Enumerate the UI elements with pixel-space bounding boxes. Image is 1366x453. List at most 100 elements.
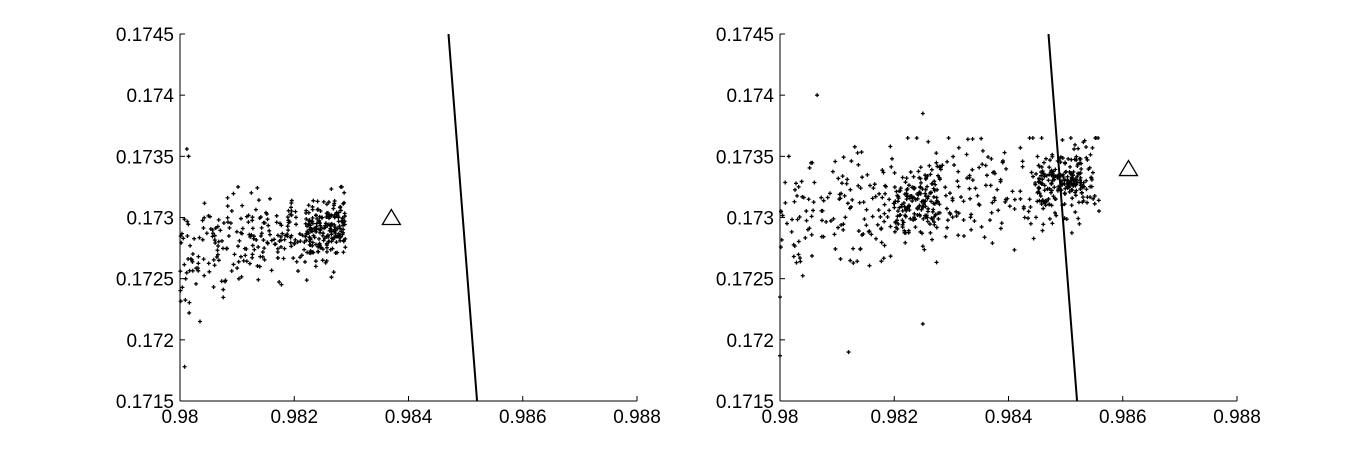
data-point <box>201 257 206 262</box>
data-point <box>307 227 312 232</box>
data-point <box>279 282 284 287</box>
data-point <box>883 191 888 196</box>
data-point <box>861 200 866 205</box>
data-point <box>946 135 951 140</box>
data-point <box>811 208 816 213</box>
data-point <box>844 181 849 186</box>
data-point <box>923 199 928 204</box>
data-point <box>1039 135 1044 140</box>
data-point <box>904 208 909 213</box>
data-point <box>341 227 346 232</box>
data-point <box>1043 203 1048 208</box>
data-point <box>265 241 270 246</box>
data-point <box>280 231 285 236</box>
data-point <box>1077 221 1082 226</box>
data-point <box>888 254 893 259</box>
data-point <box>326 200 331 205</box>
data-point <box>226 234 231 239</box>
data-point <box>989 156 994 161</box>
data-point <box>273 242 278 247</box>
data-point <box>1076 200 1081 205</box>
data-point <box>821 198 826 203</box>
data-point <box>864 223 869 228</box>
data-point <box>208 226 213 231</box>
data-point <box>247 261 252 266</box>
data-point <box>239 216 244 221</box>
data-point <box>930 209 935 214</box>
data-point <box>791 242 796 247</box>
data-point <box>908 170 913 175</box>
data-point <box>206 261 211 266</box>
data-point <box>945 159 950 164</box>
data-point <box>336 214 341 219</box>
data-point <box>901 200 906 205</box>
data-point <box>1040 228 1045 233</box>
x-tick-label: 0.984 <box>985 407 1033 428</box>
data-point <box>940 163 945 168</box>
data-point <box>1021 206 1026 211</box>
data-point <box>858 246 863 251</box>
data-point <box>1092 201 1097 206</box>
data-point <box>179 231 184 236</box>
data-point <box>236 276 241 281</box>
data-point <box>183 276 188 281</box>
data-point <box>839 181 844 186</box>
data-point <box>1028 204 1033 209</box>
data-point <box>295 240 300 245</box>
data-point <box>1069 175 1074 180</box>
data-point <box>987 218 992 223</box>
data-point <box>237 238 242 243</box>
data-point <box>779 237 784 242</box>
data-point <box>796 239 801 244</box>
data-point <box>274 220 279 225</box>
data-point <box>932 201 937 206</box>
data-point <box>338 208 343 213</box>
data-point <box>898 212 903 217</box>
data-point <box>1060 137 1065 142</box>
data-point <box>915 206 920 211</box>
data-point <box>190 251 195 256</box>
data-point <box>179 240 184 245</box>
data-point <box>914 135 919 140</box>
data-point <box>263 210 268 215</box>
data-point <box>258 234 263 239</box>
data-point <box>285 224 290 229</box>
data-point <box>1012 207 1017 212</box>
data-point <box>988 183 993 188</box>
data-point <box>906 183 911 188</box>
data-point <box>833 246 838 251</box>
data-point <box>225 215 230 220</box>
data-point <box>250 215 255 220</box>
data-point <box>956 184 961 189</box>
data-point <box>812 180 817 185</box>
data-point <box>933 213 938 218</box>
data-point <box>207 269 212 274</box>
data-point <box>1053 167 1058 172</box>
data-point <box>856 162 861 167</box>
data-point <box>943 193 948 198</box>
data-point <box>936 211 941 216</box>
data-point <box>929 199 934 204</box>
data-point <box>1067 189 1072 194</box>
data-point <box>944 206 949 211</box>
data-point <box>995 187 1000 192</box>
data-point <box>839 191 844 196</box>
data-point <box>1050 221 1055 226</box>
data-point <box>243 253 248 258</box>
data-point <box>928 190 933 195</box>
data-point <box>950 215 955 220</box>
data-point <box>882 243 887 248</box>
data-point <box>983 163 988 168</box>
data-point <box>223 278 228 283</box>
data-point <box>1065 181 1070 186</box>
data-point <box>932 179 937 184</box>
data-point <box>928 172 933 177</box>
data-point <box>902 228 907 233</box>
data-point <box>343 236 348 241</box>
data-point <box>1084 145 1089 150</box>
data-point <box>334 234 339 239</box>
data-point <box>324 202 329 207</box>
data-point <box>936 173 941 178</box>
data-point <box>931 186 936 191</box>
data-point <box>332 222 337 227</box>
